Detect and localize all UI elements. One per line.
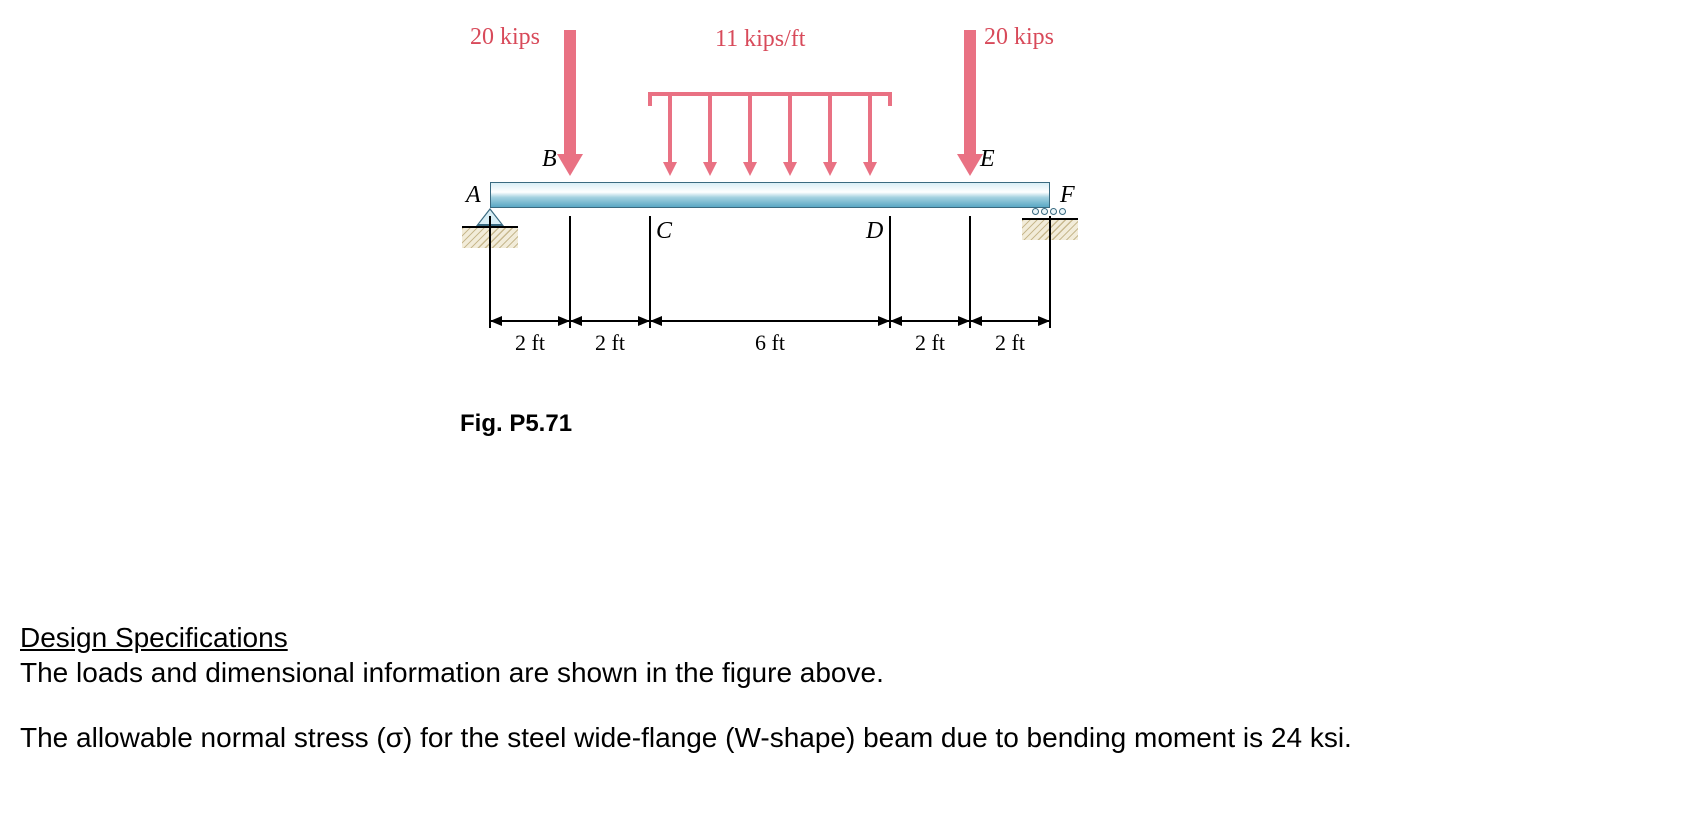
- point-label-b: B: [542, 146, 557, 173]
- dimension-label-1: 2 ft: [588, 330, 632, 356]
- dimension-label-0: 2 ft: [508, 330, 552, 356]
- figure-caption: Fig. P5.71: [460, 410, 572, 438]
- dimension-tick: [889, 216, 891, 328]
- dimension-arrow-left-icon: [970, 316, 982, 326]
- design-specifications-heading: Design Specifications: [20, 622, 288, 653]
- dimension-arrow-right-icon: [878, 316, 890, 326]
- roller-support-icon: [1032, 208, 1066, 215]
- dimension-arrow-left-icon: [890, 316, 902, 326]
- point-load-label-1: 20 kips: [984, 24, 1054, 51]
- point-label-c: C: [656, 218, 672, 245]
- beam-body: [490, 182, 1050, 208]
- point-load-label-0: 20 kips: [470, 24, 540, 51]
- distributed-load-arrow-icon: [863, 92, 877, 176]
- distributed-load-end-stub: [888, 92, 892, 106]
- distributed-load-arrow-icon: [783, 92, 797, 176]
- dimension-arrow-right-icon: [638, 316, 650, 326]
- dimension-arrow-right-icon: [958, 316, 970, 326]
- beam-diagram: ABCDEF20 kips20 kips11 kips/ft2 ft2 ft6 …: [440, 20, 1080, 440]
- distributed-load-bar: [650, 92, 890, 96]
- point-label-f: F: [1060, 182, 1075, 209]
- dimension-label-4: 2 ft: [988, 330, 1032, 356]
- dimension-tick: [649, 216, 651, 328]
- dimension-tick: [969, 216, 971, 328]
- dimension-label-3: 2 ft: [908, 330, 952, 356]
- distributed-load-arrow-icon: [743, 92, 757, 176]
- dimension-label-2: 6 ft: [748, 330, 792, 356]
- point-label-a: A: [466, 182, 481, 209]
- dimension-arrow-right-icon: [1038, 316, 1050, 326]
- distributed-load-arrow-icon: [703, 92, 717, 176]
- sigma-symbol: σ: [386, 722, 403, 753]
- distributed-load-end-stub: [648, 92, 652, 106]
- dimension-tick: [1049, 216, 1051, 328]
- point-label-d: D: [866, 218, 883, 245]
- distributed-load-label: 11 kips/ft: [715, 26, 805, 53]
- spec-line-1: The loads and dimensional information ar…: [20, 655, 884, 690]
- dimension-arrow-left-icon: [570, 316, 582, 326]
- design-spec-block: Design Specifications The loads and dime…: [20, 620, 884, 690]
- dimension-arrow-right-icon: [558, 316, 570, 326]
- point-load-arrow-icon: [557, 30, 583, 176]
- distributed-load-arrow-icon: [663, 92, 677, 176]
- point-load-arrow-icon: [957, 30, 983, 176]
- dimension-line: [650, 320, 890, 322]
- dimension-arrow-left-icon: [650, 316, 662, 326]
- spec-line-2: The allowable normal stress (σ) for the …: [20, 720, 1690, 755]
- dimension-tick: [569, 216, 571, 328]
- distributed-load-arrow-icon: [823, 92, 837, 176]
- dimension-arrow-left-icon: [490, 316, 502, 326]
- dimension-tick: [489, 216, 491, 328]
